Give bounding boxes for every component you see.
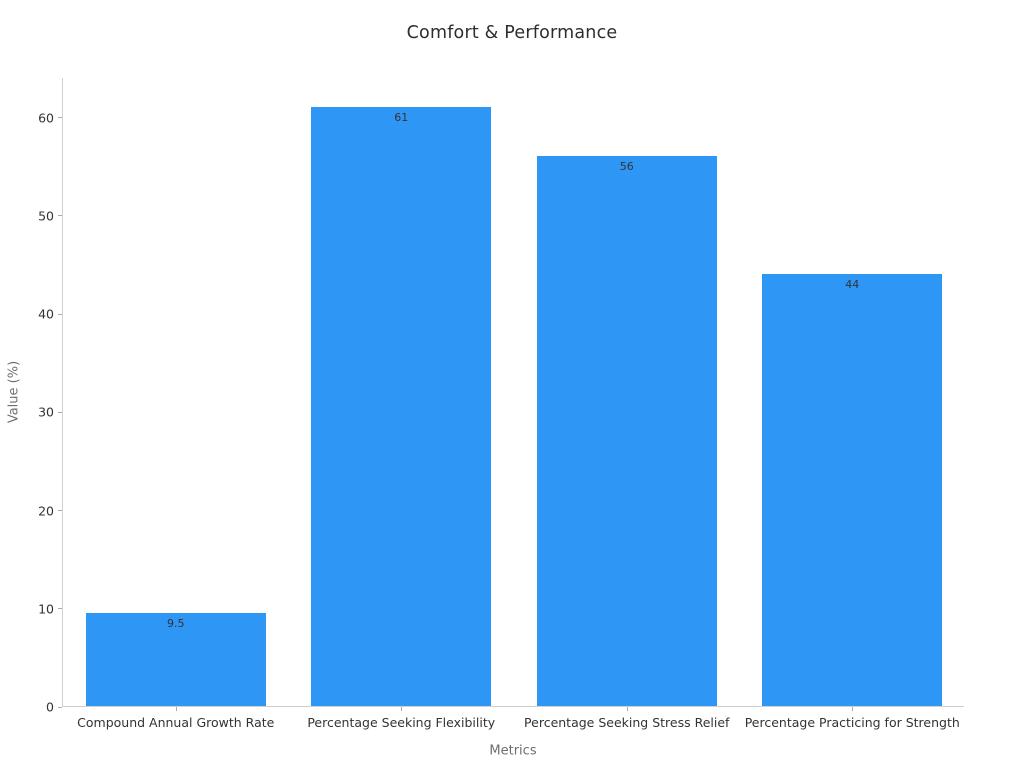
y-tick-mark (58, 411, 62, 413)
y-tick-label: 0 (46, 699, 54, 715)
x-axis-label: Metrics (489, 743, 537, 759)
x-tick-mark (852, 707, 854, 711)
y-tick-mark (58, 510, 62, 512)
y-tick-label: 40 (38, 306, 54, 322)
y-tick-mark (58, 706, 62, 708)
bar: 44 (762, 273, 943, 706)
y-tick-mark (58, 117, 62, 119)
y-axis-label: Value (%) (6, 360, 22, 424)
y-tick-label: 50 (38, 208, 54, 224)
plot-area: 0 10 20 30 40 50 60 9.5 Compound Annual Growth R… (38, 78, 964, 730)
chart-title: Comfort & Performance (406, 23, 618, 43)
x-tick-mark (175, 707, 177, 711)
y-tick-label: 30 (38, 404, 54, 420)
bar-value-label: 61 (394, 110, 409, 124)
x-tick-label: Compound Annual Growth Rate (77, 715, 275, 730)
x-tick-label: Percentage Seeking Stress Relief (524, 715, 730, 730)
y-tick-label: 10 (38, 601, 54, 617)
bar-value-label: 44 (845, 277, 860, 291)
x-tick-mark (626, 707, 628, 711)
bar: 56 (536, 156, 717, 706)
bar-value-label: 56 (619, 160, 634, 174)
y-tick-label: 60 (38, 110, 54, 126)
y-tick-mark (58, 608, 62, 610)
bar: 9.5 (85, 612, 266, 706)
bar-value-label: 9.5 (166, 616, 185, 630)
x-tick-mark (401, 707, 403, 711)
bar: 61 (311, 106, 492, 706)
y-tick-label: 20 (38, 503, 54, 519)
x-tick-label: Percentage Seeking Flexibility (307, 715, 496, 730)
x-tick-label: Percentage Practicing for Strength (744, 715, 960, 730)
y-tick-mark (58, 313, 62, 315)
y-tick-mark (58, 215, 62, 217)
